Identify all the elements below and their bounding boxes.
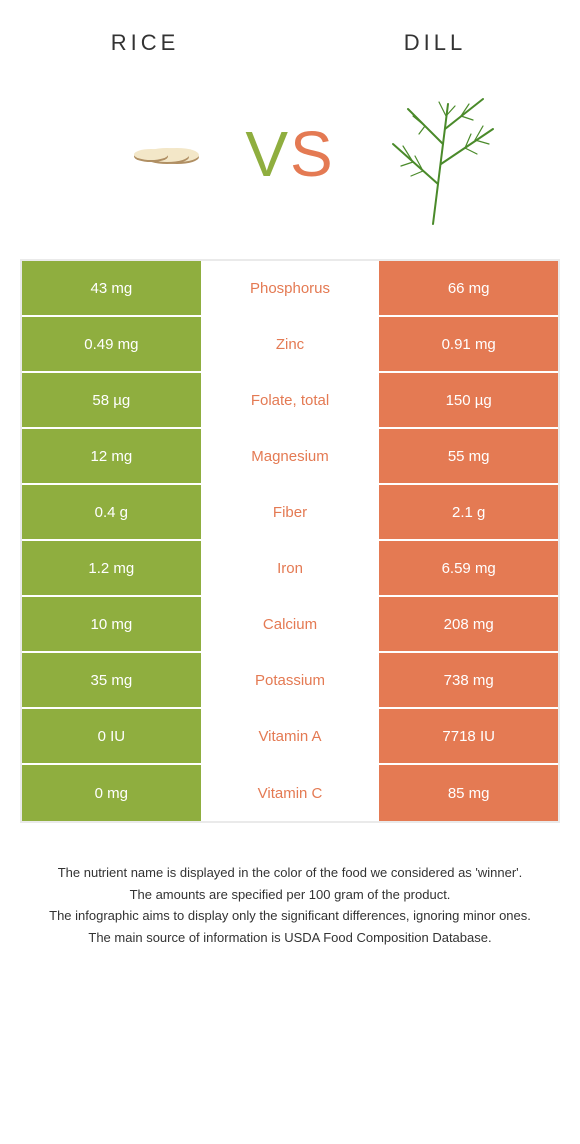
nutrient-label: Potassium — [201, 653, 380, 707]
right-value: 2.1 g — [379, 485, 558, 539]
nutrient-label: Iron — [201, 541, 380, 595]
nutrient-label: Fiber — [201, 485, 380, 539]
header: RICE DILL — [0, 0, 580, 74]
dill-icon — [353, 74, 513, 234]
left-value: 12 mg — [22, 429, 201, 483]
right-value: 738 mg — [379, 653, 558, 707]
infographic: RICE DILL VS — [0, 0, 580, 947]
nutrient-label: Zinc — [201, 317, 380, 371]
left-value: 10 mg — [22, 597, 201, 651]
nutrient-label: Folate, total — [201, 373, 380, 427]
table-row: 1.2 mgIron6.59 mg — [22, 541, 558, 597]
nutrient-label: Vitamin A — [201, 709, 380, 763]
table-row: 12 mgMagnesium55 mg — [22, 429, 558, 485]
right-value: 150 µg — [379, 373, 558, 427]
table-row: 58 µgFolate, total150 µg — [22, 373, 558, 429]
footnote-line: The main source of information is USDA F… — [30, 928, 550, 948]
dill-image — [353, 74, 513, 234]
footnote-line: The infographic aims to display only the… — [30, 906, 550, 926]
nutrient-table: 43 mgPhosphorus66 mg0.49 mgZinc0.91 mg58… — [20, 259, 560, 823]
vs-s: S — [290, 118, 335, 190]
hero-row: VS — [0, 74, 580, 259]
right-value: 0.91 mg — [379, 317, 558, 371]
table-row: 35 mgPotassium738 mg — [22, 653, 558, 709]
right-value: 208 mg — [379, 597, 558, 651]
footnotes: The nutrient name is displayed in the co… — [30, 863, 550, 947]
right-value: 85 mg — [379, 765, 558, 821]
right-value: 66 mg — [379, 261, 558, 315]
nutrient-label: Calcium — [201, 597, 380, 651]
left-value: 1.2 mg — [22, 541, 201, 595]
footnote-line: The amounts are specified per 100 gram o… — [30, 885, 550, 905]
right-value: 7718 IU — [379, 709, 558, 763]
left-value: 0 mg — [22, 765, 201, 821]
footnote-line: The nutrient name is displayed in the co… — [30, 863, 550, 883]
table-row: 0 IUVitamin A7718 IU — [22, 709, 558, 765]
right-value: 55 mg — [379, 429, 558, 483]
table-row: 0.4 gFiber2.1 g — [22, 485, 558, 541]
table-row: 43 mgPhosphorus66 mg — [22, 261, 558, 317]
left-value: 0.4 g — [22, 485, 201, 539]
nutrient-label: Magnesium — [201, 429, 380, 483]
left-value: 58 µg — [22, 373, 201, 427]
table-row: 0 mgVitamin C85 mg — [22, 765, 558, 821]
right-value: 6.59 mg — [379, 541, 558, 595]
table-row: 0.49 mgZinc0.91 mg — [22, 317, 558, 373]
vs-v: V — [245, 118, 290, 190]
left-food-title: RICE — [0, 30, 290, 56]
nutrient-label: Vitamin C — [201, 765, 380, 821]
left-value: 35 mg — [22, 653, 201, 707]
left-value: 0.49 mg — [22, 317, 201, 371]
vs-label: VS — [237, 117, 342, 191]
left-value: 0 IU — [22, 709, 201, 763]
right-food-title: DILL — [290, 30, 580, 56]
nutrient-label: Phosphorus — [201, 261, 380, 315]
rice-image — [67, 74, 227, 234]
left-value: 43 mg — [22, 261, 201, 315]
table-row: 10 mgCalcium208 mg — [22, 597, 558, 653]
